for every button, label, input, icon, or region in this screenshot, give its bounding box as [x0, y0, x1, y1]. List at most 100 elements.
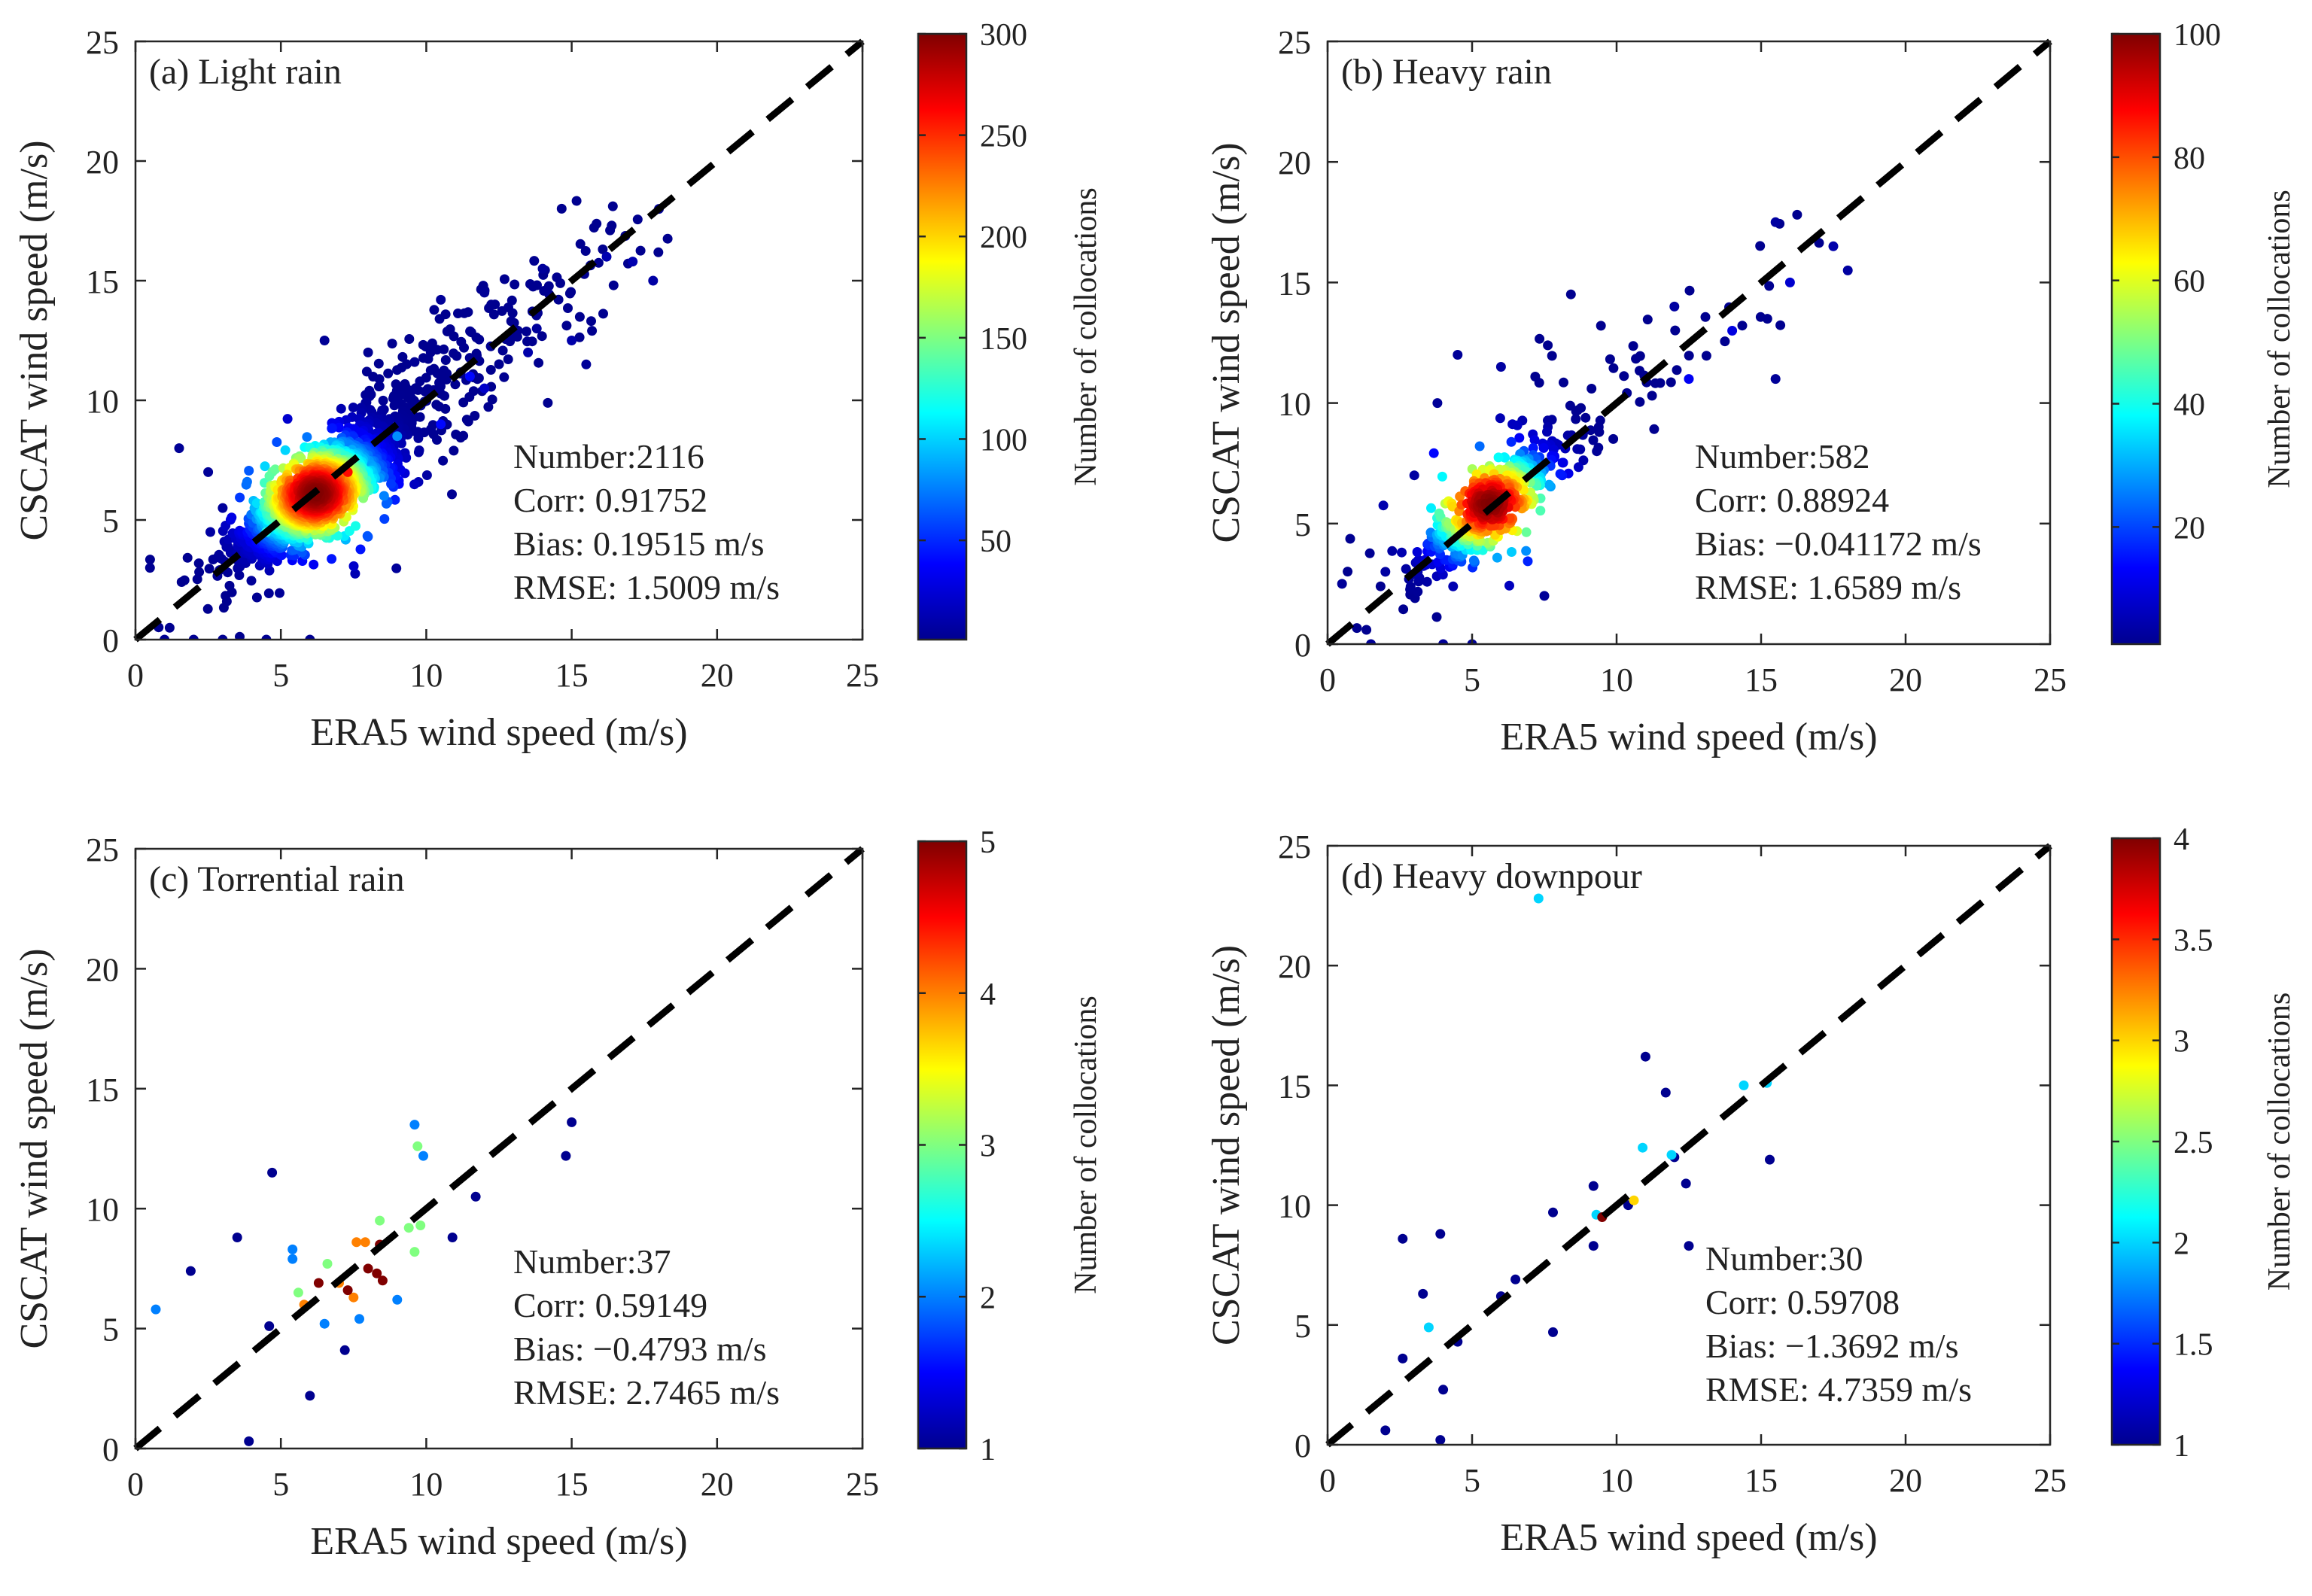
scatter-point	[1628, 341, 1638, 351]
scatter-point	[1542, 427, 1552, 437]
scatter-point	[182, 552, 193, 563]
scatter-point	[336, 403, 346, 414]
colorbar-tick-label: 300	[980, 18, 1027, 53]
scatter-point	[185, 1266, 196, 1276]
scatter-point	[383, 368, 394, 378]
scatter-point	[1775, 320, 1786, 330]
panel-title: (a) Light rain	[149, 52, 342, 92]
scatter-point	[205, 527, 215, 537]
stat-rmse: RMSE: 1.5009 m/s	[513, 568, 780, 606]
scatter-point	[1578, 455, 1589, 466]
y-tick-label: 15	[1278, 265, 1311, 302]
scatter-point	[1608, 433, 1619, 444]
y-tick-label: 0	[1294, 627, 1311, 664]
scatter-point	[404, 334, 415, 344]
colorbar: 1 2 3 4 5 Number of collocations	[917, 825, 1103, 1467]
scatter-point	[378, 395, 388, 406]
scatter-point	[556, 203, 567, 214]
x-tick-label: 15	[555, 657, 589, 694]
scatter-point	[563, 303, 573, 313]
scatter-point	[429, 305, 440, 315]
scatter-point	[1638, 1142, 1648, 1153]
y-tick-label: 15	[1278, 1068, 1311, 1105]
scatter-point	[1401, 564, 1411, 574]
scatter-point	[1428, 448, 1439, 458]
scatter-point	[461, 415, 472, 425]
scatter-point	[434, 314, 445, 324]
scatter-point	[1727, 326, 1738, 336]
scatter-point	[363, 347, 373, 357]
scatter-point	[287, 1254, 298, 1264]
scatter-point	[1495, 413, 1505, 424]
x-tick-label: 5	[1464, 661, 1480, 698]
scatter-point	[510, 279, 520, 290]
scatter-point	[1387, 546, 1398, 556]
scatter-point	[1361, 625, 1372, 635]
colorbar-label: Number of collocations	[1069, 996, 1103, 1294]
scatter-point	[1684, 374, 1694, 385]
stat-rmse: RMSE: 1.6589 m/s	[1695, 568, 1961, 606]
colorbar-tick-label: 3	[980, 1129, 996, 1164]
scatter-point	[555, 278, 565, 288]
colorbar-tick-label: 1	[2174, 1429, 2189, 1464]
panel-title: (b) Heavy rain	[1341, 52, 1552, 92]
colorbar-label: Number of collocations	[2262, 993, 2297, 1291]
scatter-point	[1670, 325, 1681, 336]
scatter-point	[188, 634, 199, 640]
scatter-point	[379, 514, 390, 524]
scatter-point	[436, 419, 446, 430]
scatter-point	[1468, 555, 1479, 566]
scatter-point	[1842, 265, 1853, 275]
y-tick-label: 20	[1278, 948, 1311, 985]
scatter-point	[1510, 1274, 1521, 1284]
colorbar-tick-label: 3	[2174, 1025, 2189, 1059]
scatter-point	[1521, 527, 1532, 537]
scatter-point	[412, 1141, 423, 1151]
stat-bias: Bias: −0.4793 m/s	[513, 1330, 766, 1368]
scatter-point	[628, 257, 638, 267]
colorbar-tick-label: 100	[2174, 18, 2221, 53]
scatter-point	[1438, 639, 1449, 644]
scatter-point	[440, 355, 451, 365]
colorbar-tick-label: 100	[980, 423, 1027, 458]
scatter-point	[1669, 301, 1680, 312]
colorbar-tick-label: 3.5	[2174, 923, 2213, 958]
scatter-point	[391, 563, 402, 573]
axes-box	[134, 847, 864, 1450]
scatter-point	[1398, 604, 1409, 615]
scatter-point	[1660, 1087, 1671, 1098]
stat-number: Number:37	[513, 1242, 671, 1281]
scatter-point	[260, 461, 270, 472]
x-tick-label: 10	[409, 1466, 443, 1503]
scatter-point	[1544, 479, 1554, 490]
scatter-point	[1435, 1435, 1446, 1445]
stat-bias: Bias: 0.19515 m/s	[513, 524, 765, 563]
scatter-point	[392, 1294, 403, 1305]
scatter-point	[1629, 1195, 1639, 1205]
scatter-point	[1739, 1080, 1749, 1090]
scatter-point	[1405, 582, 1416, 592]
scatter-point	[227, 512, 237, 523]
scatter-point	[296, 453, 306, 464]
scatter-point	[413, 447, 424, 458]
scatter-point	[244, 466, 254, 476]
scatter-point	[1492, 552, 1502, 563]
x-tick-label: 15	[555, 1466, 589, 1503]
scatter-point	[379, 491, 389, 501]
scatter-point	[1378, 500, 1389, 511]
scatter-point	[144, 555, 155, 565]
scatter-point	[224, 580, 235, 591]
scatter-point	[319, 336, 330, 345]
axes-box	[134, 40, 864, 641]
x-tick-label: 20	[1889, 1462, 1922, 1499]
y-tick-label: 5	[1294, 506, 1311, 543]
scatter-point	[403, 1223, 414, 1233]
scatter-point	[1538, 442, 1549, 453]
scatter-point	[474, 334, 485, 345]
scatter-point	[151, 1304, 161, 1315]
scatter-point	[348, 561, 359, 571]
scatter-point	[1588, 1181, 1599, 1191]
y-axis-label: CSCAT wind speed (m/s)	[13, 948, 56, 1348]
x-tick-label: 10	[409, 657, 443, 694]
